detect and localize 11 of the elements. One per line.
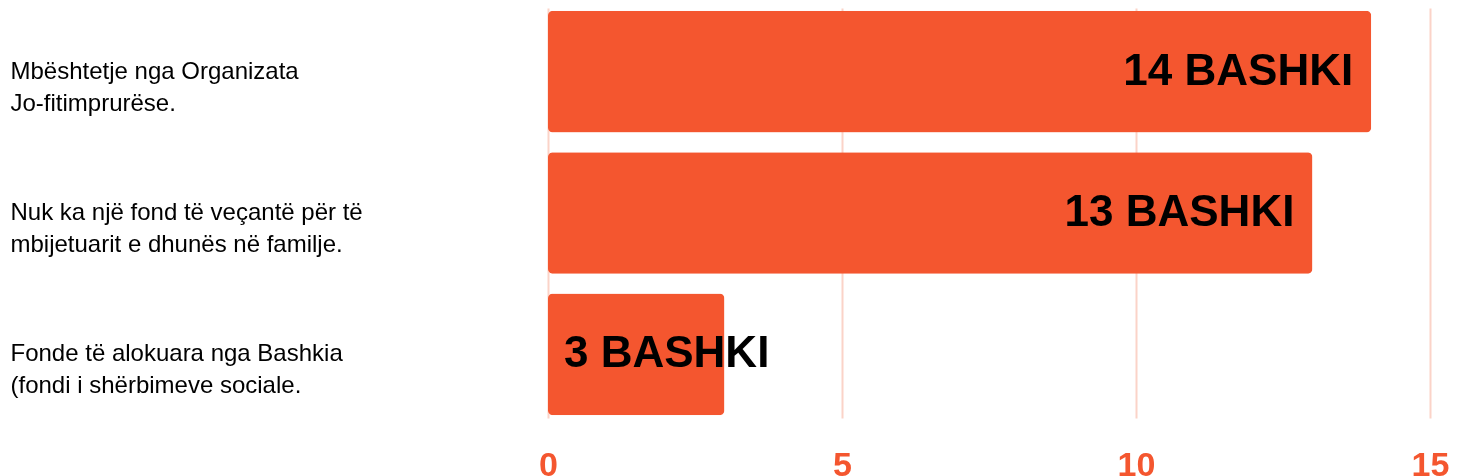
x-tick-label: 15 xyxy=(1411,444,1450,476)
bar xyxy=(548,10,1372,133)
y-tick-label: Mbështetje nga Organizata Jo-fitimprurëse. xyxy=(10,56,300,116)
x-tick-label: 0 xyxy=(539,444,558,476)
bar xyxy=(548,152,1313,274)
y-tick-label: Fonde të alokuara nga Bashkia (fondi i shërbimeve sociale. xyxy=(10,339,344,399)
data-label: 14 BASHKI xyxy=(1123,44,1354,94)
y-tick-label: Nuk ka një fond të veçantë për të mbijetuarit e dhunës në familje. xyxy=(10,198,363,257)
x-tick-label: 5 xyxy=(833,444,852,476)
x-tick-label: 10 xyxy=(1117,444,1156,476)
data-label: 13 BASHKI xyxy=(1064,186,1295,235)
